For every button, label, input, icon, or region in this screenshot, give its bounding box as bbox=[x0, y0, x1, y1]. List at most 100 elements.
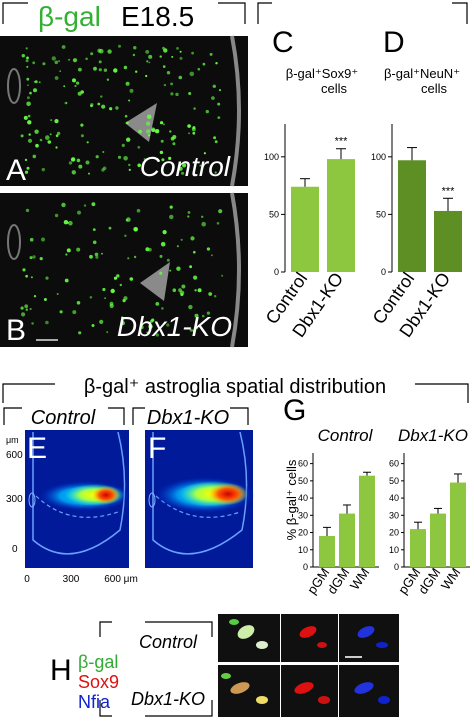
fluorescent-cell bbox=[25, 274, 28, 278]
y-tick-300: 300 bbox=[6, 494, 23, 505]
fluorescent-cell bbox=[178, 166, 183, 171]
fluorescent-cell bbox=[97, 48, 102, 53]
fluorescent-cell bbox=[24, 304, 29, 309]
micrograph-a bbox=[0, 35, 248, 187]
fluorescent-cell bbox=[159, 55, 162, 58]
fluorescent-cell bbox=[162, 123, 165, 126]
h-row-control: Control bbox=[139, 632, 198, 652]
y-tick-label: 100 bbox=[371, 152, 386, 162]
chart-title: Dbx1-KO bbox=[398, 426, 468, 445]
arrowhead-icon bbox=[140, 262, 170, 301]
heatmap-f bbox=[145, 430, 255, 568]
fluorescent-cell bbox=[25, 47, 28, 50]
fluorescent-cell bbox=[212, 324, 215, 327]
fluorescent-cell bbox=[209, 52, 213, 56]
bar bbox=[398, 160, 426, 272]
h-micrographs bbox=[218, 614, 399, 717]
micrograph-b bbox=[0, 192, 248, 348]
fluorescent-cell bbox=[125, 81, 130, 86]
fluorescent-cell bbox=[172, 288, 177, 293]
fluorescent-cell bbox=[149, 319, 154, 323]
fluorescent-cells-a bbox=[20, 44, 222, 175]
fluorescent-cell bbox=[89, 254, 93, 259]
y-tick-label: 60 bbox=[389, 459, 399, 469]
fluorescent-cell bbox=[133, 46, 137, 50]
fluorescent-cell bbox=[161, 307, 164, 310]
fluorescent-cell bbox=[35, 143, 39, 148]
fluorescent-cell bbox=[78, 164, 83, 169]
panel-h-brackets bbox=[99, 621, 213, 717]
fluorescent-cell bbox=[169, 205, 173, 209]
panel-a-label: Control bbox=[140, 151, 231, 182]
fluorescent-cell bbox=[77, 210, 81, 215]
bar bbox=[319, 535, 335, 567]
fluorescent-cell bbox=[146, 114, 152, 120]
fluorescent-cell bbox=[107, 49, 112, 54]
fluorescent-cell bbox=[23, 115, 28, 120]
panel-letter-e: E bbox=[27, 432, 47, 465]
fluorescent-cell bbox=[24, 158, 28, 162]
fluorescent-cell bbox=[59, 70, 62, 73]
bar bbox=[291, 186, 319, 272]
fluorescent-cell bbox=[72, 78, 76, 83]
fluorescent-cell bbox=[68, 161, 73, 165]
fluorescent-cell bbox=[99, 319, 104, 324]
fluorescent-cell bbox=[117, 155, 122, 159]
fluorescent-cell bbox=[85, 160, 90, 165]
fluorescent-cell bbox=[72, 310, 77, 315]
fluorescent-cell bbox=[104, 297, 106, 299]
y-tick-label: 50 bbox=[269, 209, 279, 219]
fluorescent-cell bbox=[32, 255, 36, 259]
marker-label: β-gal bbox=[38, 1, 101, 32]
fluorescent-cell bbox=[214, 140, 218, 144]
fluorescent-cell bbox=[26, 101, 31, 107]
fluorescent-cell bbox=[25, 308, 28, 311]
bar bbox=[327, 159, 355, 272]
fluorescent-cell bbox=[92, 228, 96, 232]
fluorescent-cell bbox=[68, 220, 73, 226]
y-tick-label: 30 bbox=[389, 510, 399, 520]
y-tick-0: 0 bbox=[12, 544, 18, 555]
significance-label: *** bbox=[442, 185, 456, 197]
fluorescent-cell bbox=[29, 256, 33, 260]
y-tick-label: 50 bbox=[389, 476, 399, 486]
fluorescent-cell bbox=[70, 157, 76, 162]
fluorescent-cell bbox=[123, 296, 128, 301]
fluorescent-cell bbox=[56, 293, 59, 295]
fluorescent-cell bbox=[58, 60, 61, 63]
fluorescent-cell bbox=[128, 99, 131, 102]
fluorescent-cell bbox=[29, 307, 32, 311]
x-tick-600: 600 μm bbox=[104, 574, 138, 585]
header-bracket-cd bbox=[257, 2, 468, 24]
fluorescent-cell bbox=[168, 156, 172, 160]
fluorescent-cell bbox=[113, 68, 118, 73]
fluorescent-cell bbox=[72, 58, 78, 63]
fluorescent-cell bbox=[189, 265, 193, 269]
fluorescent-cell bbox=[41, 167, 45, 172]
y-tick-label: 100 bbox=[264, 152, 279, 162]
fluorescent-cell bbox=[217, 116, 221, 119]
fluorescent-cell bbox=[115, 106, 119, 110]
fluorescent-cell bbox=[31, 322, 34, 325]
fluorescent-cell bbox=[159, 150, 164, 155]
fluorescent-cell bbox=[66, 248, 71, 253]
fluorescent-cell bbox=[113, 276, 118, 280]
fluorescent-cell bbox=[34, 80, 38, 84]
fluorescent-cell bbox=[47, 140, 52, 144]
fluorescent-cell bbox=[192, 131, 196, 135]
axis-unit-label: μm bbox=[6, 435, 19, 445]
bar bbox=[450, 482, 466, 567]
fluorescent-cell bbox=[27, 96, 30, 100]
fluorescent-cell bbox=[163, 48, 168, 53]
fluorescent-cell bbox=[21, 54, 25, 58]
fluorescent-cell bbox=[90, 52, 94, 56]
fluorescent-cell bbox=[55, 146, 58, 149]
fluorescent-cell bbox=[161, 158, 165, 162]
fluorescent-cell bbox=[195, 327, 198, 330]
fluorescent-cell bbox=[170, 82, 174, 86]
heatmap-e bbox=[25, 430, 131, 568]
fluorescent-cell bbox=[215, 62, 218, 65]
fluorescent-cell bbox=[179, 56, 183, 60]
fluorescent-cell bbox=[33, 295, 37, 298]
fluorescent-cell bbox=[26, 77, 30, 81]
